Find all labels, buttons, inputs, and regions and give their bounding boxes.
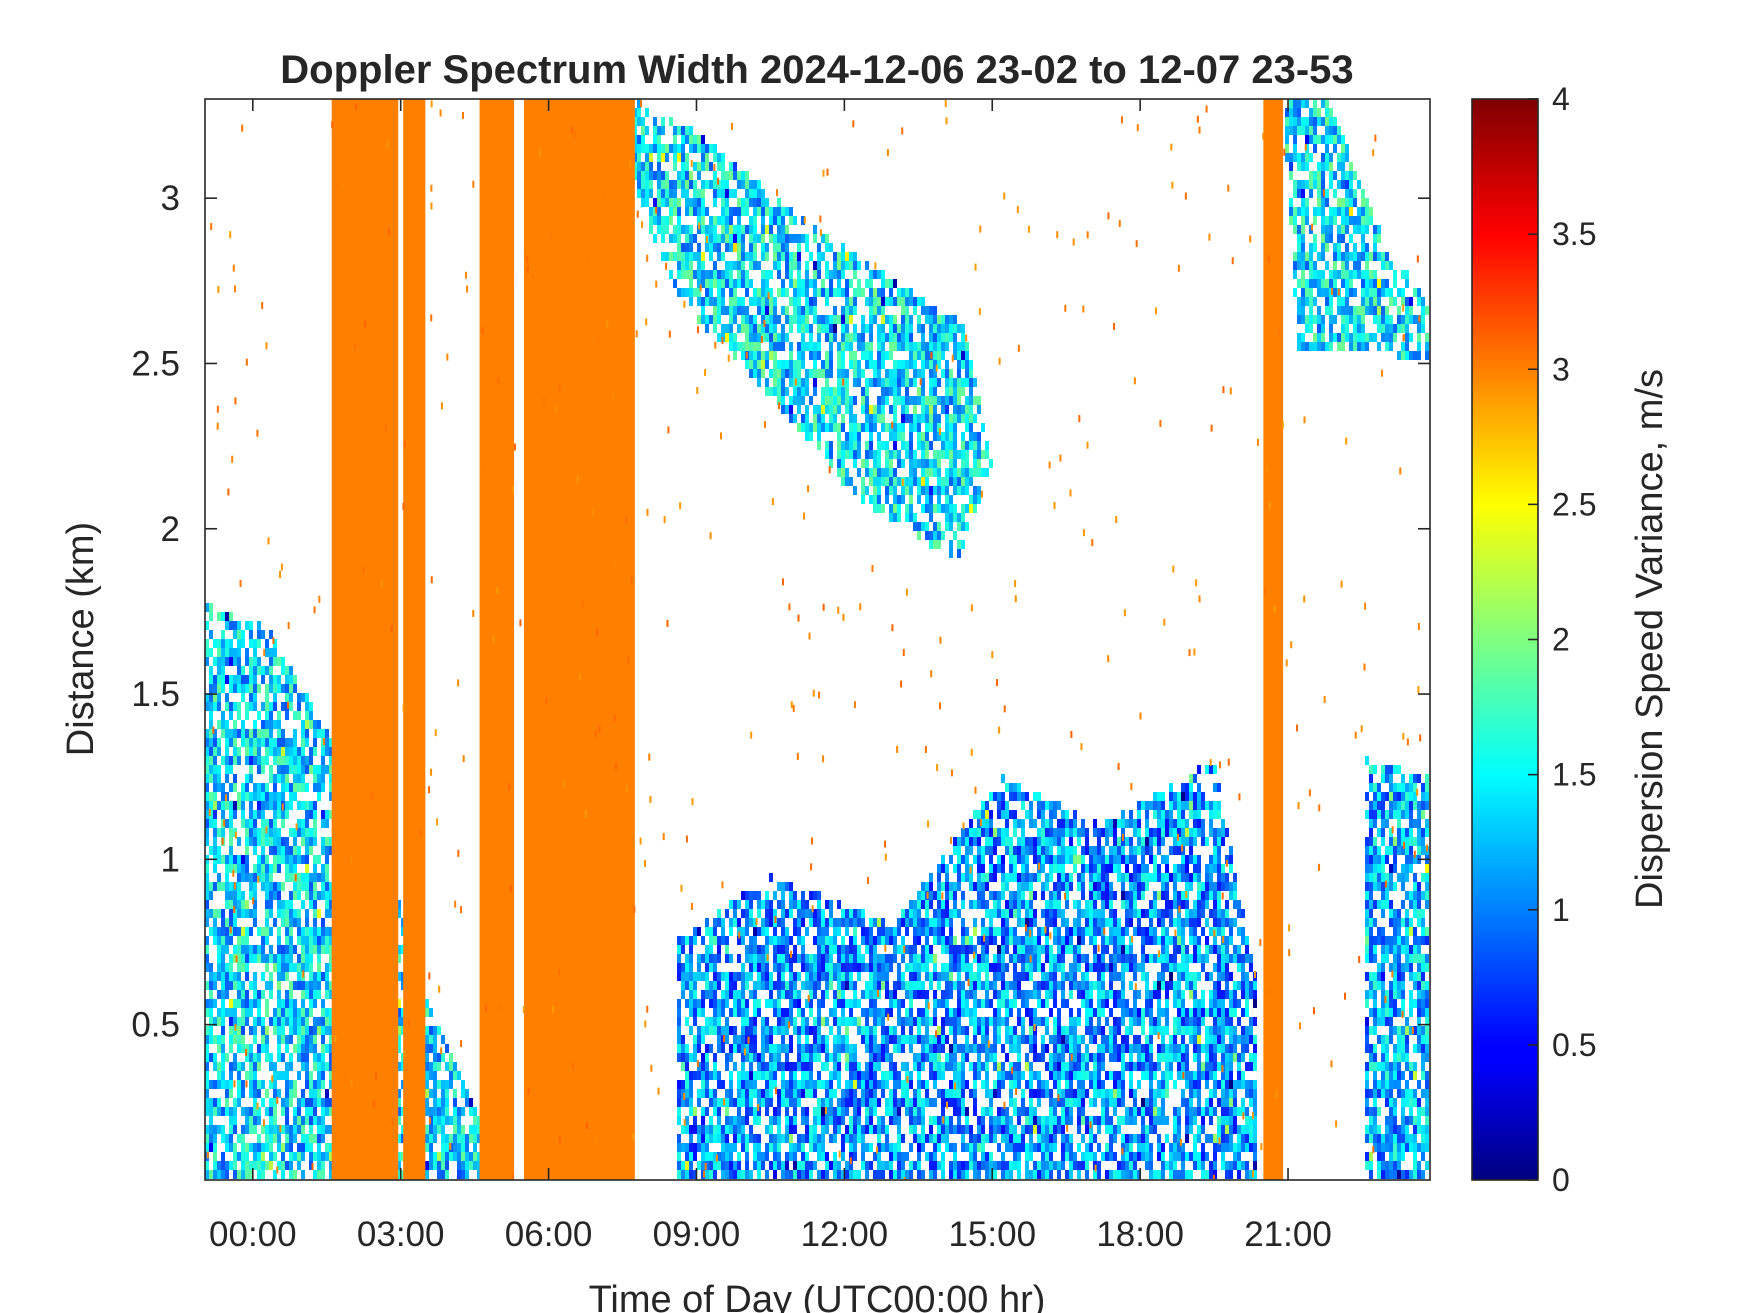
x-tick-label: 09:00	[653, 1215, 741, 1254]
colorbar-tick-label: 3.5	[1552, 216, 1596, 252]
y-tick-label: 0.5	[131, 1006, 180, 1045]
y-axis: 0.5 1 1.5 2 2.5 3	[131, 179, 1430, 1045]
colorbar-tick-label: 0	[1552, 1162, 1570, 1198]
x-axis: 00:00 03:00 06:00 09:00 12:00 15:00 18:00 21:00	[209, 99, 1332, 1254]
y-tick-label: 1.5	[131, 675, 180, 714]
x-tick-label: 18:00	[1096, 1215, 1184, 1254]
x-tick-label: 00:00	[209, 1215, 297, 1254]
colorbar-tick-label: 0.5	[1552, 1027, 1596, 1063]
colorbar-tick-label: 3	[1552, 351, 1570, 387]
y-tick-label: 1	[161, 840, 180, 879]
chart-title: Doppler Spectrum Width 2024-12-06 23-02 …	[280, 48, 1353, 92]
x-tick-label: 21:00	[1244, 1215, 1332, 1254]
colorbar-label: Dispersion Speed Variance, m/s	[1629, 369, 1671, 909]
colorbar	[1471, 98, 1539, 1181]
saturated-band	[403, 99, 426, 1180]
colorbar-tick-label: 4	[1552, 81, 1570, 117]
colorbar-ticks: 0 0.5 1 1.5 2 2.5 3 3.5 4	[1528, 81, 1596, 1198]
colorbar-tick-label: 2.5	[1552, 486, 1596, 522]
x-tick-label: 15:00	[948, 1215, 1036, 1254]
y-tick-label: 2.5	[131, 344, 180, 383]
saturated-band	[523, 99, 635, 1180]
colorbar-tick-label: 1.5	[1552, 757, 1596, 793]
saturated-band	[331, 99, 399, 1180]
saturated-band	[479, 99, 515, 1180]
x-tick-label: 06:00	[505, 1215, 593, 1254]
colorbar-tick-label: 1	[1552, 892, 1570, 928]
noise-speckle	[206, 100, 1428, 1180]
x-tick-label: 03:00	[357, 1215, 445, 1254]
y-tick-label: 2	[161, 510, 180, 549]
saturated-band	[1263, 99, 1284, 1180]
plot-layer	[205, 99, 1429, 1180]
y-tick-label: 3	[161, 179, 180, 218]
plot-frame	[204, 98, 1431, 1181]
x-axis-label: Time of Day (UTC00:00 hr)	[589, 1279, 1046, 1313]
colorbar-tick-label: 2	[1552, 622, 1570, 658]
saturated-bands	[331, 99, 1284, 1180]
y-axis-label: Distance (km)	[60, 522, 102, 756]
x-tick-label: 12:00	[801, 1215, 889, 1254]
